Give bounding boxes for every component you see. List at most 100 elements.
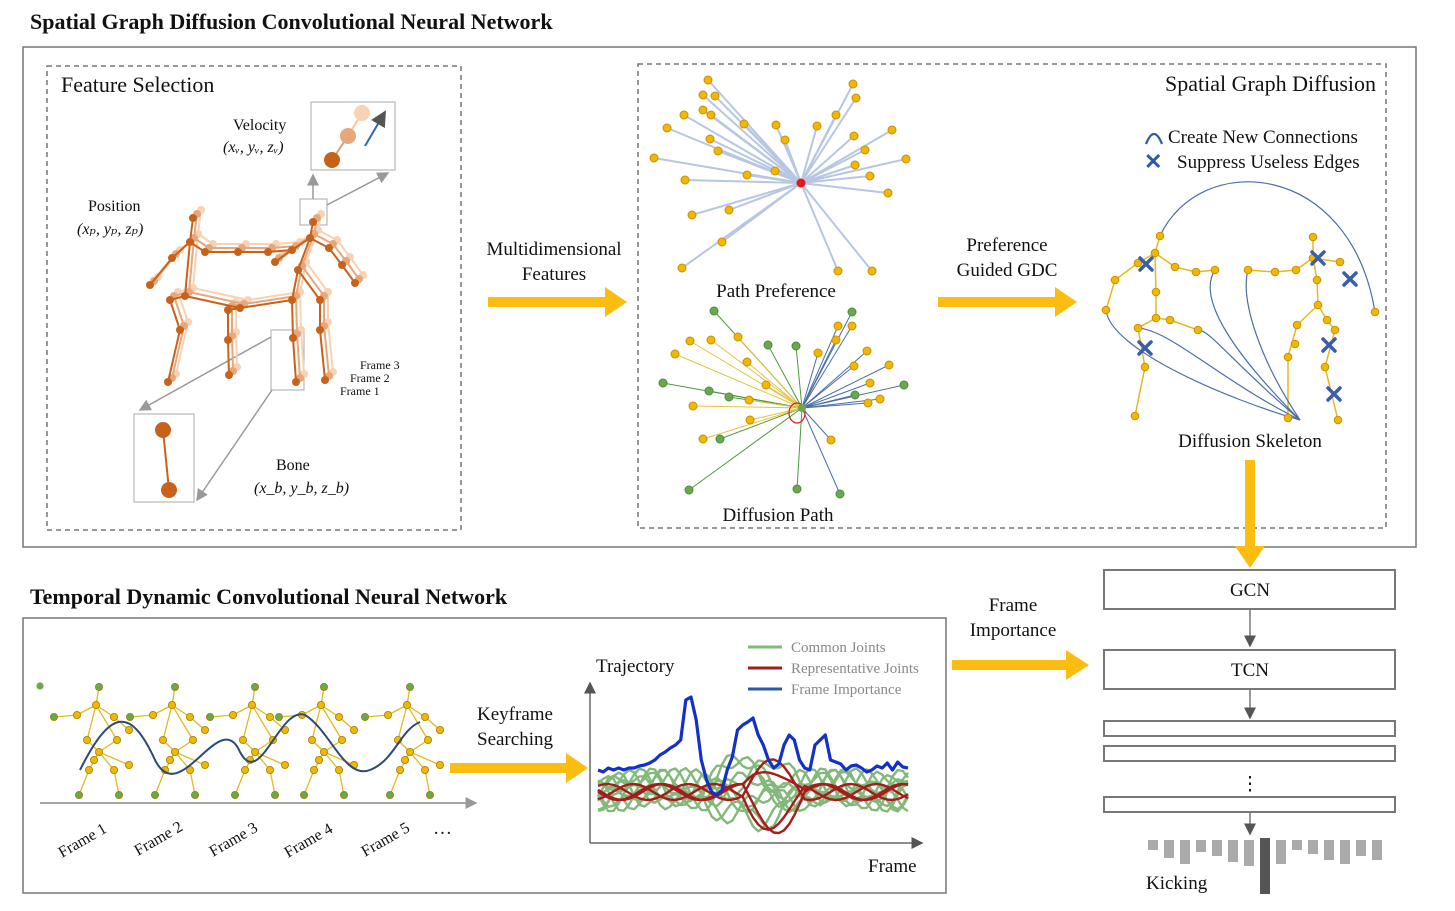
preference-edge xyxy=(743,123,802,184)
skeleton-joint xyxy=(292,378,300,386)
keyframe-label-1: Keyframe xyxy=(477,704,553,725)
diffusion-node xyxy=(831,335,841,345)
sequence-joint xyxy=(50,713,59,722)
sequence-bone xyxy=(338,769,345,796)
output-bar xyxy=(1196,840,1206,852)
sequence-joint xyxy=(126,713,135,722)
sequence-joint xyxy=(36,682,44,690)
preference-edge xyxy=(681,182,802,269)
sequence-joint xyxy=(339,791,348,800)
sequence-joint xyxy=(265,713,274,722)
diffusion-edge xyxy=(801,352,819,409)
frame3-label: Frame 3 xyxy=(360,358,400,372)
suppress-edge-mark xyxy=(1326,386,1342,402)
diffusion-path-graph xyxy=(658,306,909,499)
sequence-joint xyxy=(90,756,99,765)
legend-importance-label: Frame Importance xyxy=(791,682,902,698)
diffusion-skeleton-graph xyxy=(1101,181,1380,425)
preference-label-1: Preference xyxy=(966,235,1047,256)
skeleton-node xyxy=(1151,313,1161,323)
skeleton-bone xyxy=(301,265,325,297)
sequence-joint xyxy=(307,736,316,745)
create-connections-icon xyxy=(1144,132,1164,145)
sequence-joint xyxy=(334,766,343,775)
sequence-skeleton-4 xyxy=(274,683,358,800)
preference-edge xyxy=(746,174,802,184)
preference-node xyxy=(717,237,727,247)
diffusion-center-ring xyxy=(788,402,806,424)
diffusion-node xyxy=(761,380,771,390)
preference-edge xyxy=(800,182,839,272)
frame-label-3: Frame 3 xyxy=(207,819,261,860)
sequence-joint xyxy=(158,736,167,745)
representative-joint-line xyxy=(597,782,909,835)
output-bar xyxy=(1228,840,1238,862)
skeleton-joint xyxy=(164,378,172,386)
skeleton-bone xyxy=(184,295,241,309)
diffusion-edge xyxy=(801,407,832,441)
tcn-block xyxy=(1103,649,1396,690)
sequence-bone xyxy=(269,769,276,796)
sequence-joint xyxy=(95,683,104,692)
preference-node xyxy=(771,120,781,130)
output-bar xyxy=(1324,840,1334,860)
new-connection-arc xyxy=(1209,269,1301,421)
sequence-bone xyxy=(303,769,315,796)
sequence-joint xyxy=(423,736,432,745)
preference-node xyxy=(851,93,861,103)
sequence-joint xyxy=(319,748,328,757)
spatial-panel xyxy=(22,46,1417,548)
skeleton-joint xyxy=(201,248,209,256)
skeleton-edge xyxy=(1247,269,1276,273)
preference-edge xyxy=(691,182,802,216)
skeleton-node xyxy=(1210,265,1220,275)
skeleton-node xyxy=(1130,411,1140,421)
frame-labels: Frame 1 Frame 2 Frame 3 Frame 4 Frame 5 … xyxy=(56,818,453,861)
skeleton-joint xyxy=(225,371,233,379)
preference-node xyxy=(850,160,860,170)
sequence-joint xyxy=(110,713,119,722)
preference-node xyxy=(703,75,713,85)
bone-joint-2 xyxy=(161,482,177,498)
layer-block-1 xyxy=(1103,720,1396,737)
sequence-bone xyxy=(174,751,206,766)
diffusion-edge xyxy=(765,384,803,409)
sequence-skeleton-5 xyxy=(360,683,444,800)
preference-node xyxy=(724,205,734,215)
sequence-joint xyxy=(230,791,239,800)
skeleton-joint xyxy=(294,266,302,274)
diffusion-node xyxy=(742,357,752,367)
diffusion-node xyxy=(865,378,875,388)
diffusion-node xyxy=(706,335,716,345)
sequence-bone xyxy=(113,769,120,796)
output-bar xyxy=(1292,840,1302,850)
preference-node xyxy=(848,79,858,89)
sequence-joint xyxy=(435,761,444,770)
preference-node xyxy=(698,90,708,100)
frame-ellipsis: … xyxy=(433,818,452,839)
sequence-joint xyxy=(405,748,414,757)
sequence-joint xyxy=(148,711,157,720)
skeleton-joint xyxy=(288,296,296,304)
frame-label-2: Frame 2 xyxy=(132,818,186,859)
sequence-joint xyxy=(167,701,176,710)
new-connection-arc xyxy=(1245,269,1301,421)
preference-node xyxy=(770,166,780,176)
skeleton-edge xyxy=(1296,304,1319,326)
diffusion-node xyxy=(698,434,708,444)
sequence-bone xyxy=(189,769,196,796)
sequence-joint xyxy=(270,791,279,800)
skeleton-bone xyxy=(184,241,191,297)
keyframe-label-2: Searching xyxy=(477,729,553,750)
spatial-diffusion-title: Spatial Graph Diffusion xyxy=(1165,71,1376,96)
preference-edge xyxy=(684,179,802,184)
skeleton-bone xyxy=(169,299,181,331)
skeleton-node xyxy=(1155,231,1165,241)
skeleton-node xyxy=(1193,325,1203,335)
frame-label-1: Frame 1 xyxy=(56,820,110,861)
diffusion-node xyxy=(849,361,859,371)
preference-node xyxy=(780,135,790,145)
sequence-skeleton-2 xyxy=(126,683,209,800)
skeleton-node xyxy=(1133,323,1143,333)
